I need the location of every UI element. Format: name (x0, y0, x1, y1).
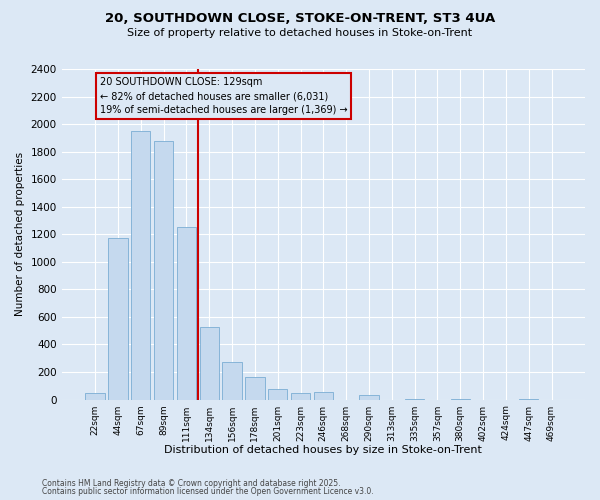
Bar (359, 396, 379, 400)
Bar (85, 392, 105, 400)
Bar (131, 131, 151, 400)
Text: 20, SOUTHDOWN CLOSE, STOKE-ON-TRENT, ST3 4UA: 20, SOUTHDOWN CLOSE, STOKE-ON-TRENT, ST3… (105, 12, 495, 26)
Text: Size of property relative to detached houses in Stoke-on-Trent: Size of property relative to detached ho… (127, 28, 473, 38)
Bar (268, 390, 287, 400)
Bar (519, 399, 538, 400)
Bar (154, 142, 173, 400)
Bar (405, 399, 424, 400)
Y-axis label: Number of detached properties: Number of detached properties (15, 152, 25, 316)
Text: 20 SOUTHDOWN CLOSE: 129sqm
← 82% of detached houses are smaller (6,031)
19% of s: 20 SOUTHDOWN CLOSE: 129sqm ← 82% of deta… (100, 78, 347, 116)
Bar (200, 328, 219, 400)
Bar (314, 392, 333, 400)
Bar (177, 228, 196, 400)
X-axis label: Distribution of detached houses by size in Stoke-on-Trent: Distribution of detached houses by size … (164, 445, 482, 455)
Bar (291, 392, 310, 400)
Bar (223, 362, 242, 400)
Bar (108, 238, 128, 400)
Text: Contains public sector information licensed under the Open Government Licence v3: Contains public sector information licen… (42, 487, 374, 496)
Text: Contains HM Land Registry data © Crown copyright and database right 2025.: Contains HM Land Registry data © Crown c… (42, 478, 341, 488)
Bar (451, 399, 470, 400)
Bar (245, 377, 265, 400)
